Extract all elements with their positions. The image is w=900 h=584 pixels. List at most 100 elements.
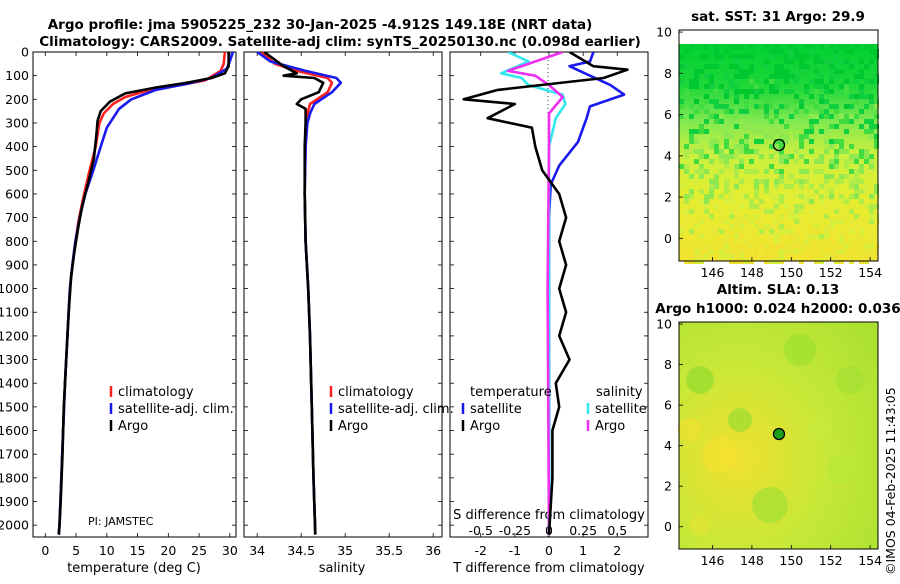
sst-pixel	[754, 139, 759, 144]
sst-pixel	[834, 159, 839, 164]
sst-pixel	[789, 249, 794, 254]
sst-pixel	[699, 254, 704, 259]
sst-pixel	[724, 159, 729, 164]
sst-pixel	[824, 194, 829, 199]
sst-pixel	[794, 99, 799, 104]
sst-pixel	[694, 74, 699, 79]
sst-pixel	[719, 229, 724, 234]
sst-pixel	[789, 209, 794, 214]
sst-pixel	[764, 209, 769, 214]
sst-pixel	[774, 114, 779, 119]
sst-map-title: sat. SST: 31 Argo: 29.9	[691, 9, 865, 25]
sst-pixel	[789, 54, 794, 59]
sst-pixel	[689, 84, 694, 89]
sst-pixel	[874, 184, 879, 189]
sst-pixel	[769, 49, 774, 54]
x-tick-label: 34	[249, 543, 265, 558]
x-tick-label: 2	[613, 543, 621, 558]
temp-line-satellite-adj-clim-	[57, 52, 235, 535]
sst-pixel	[819, 129, 824, 134]
sst-pixel	[784, 69, 789, 74]
sst-pixel	[864, 249, 869, 254]
sst-pixel	[734, 144, 739, 149]
sst-pixel	[829, 144, 834, 149]
depth-tick-label: 300	[5, 115, 29, 130]
sst-pixel	[704, 254, 709, 259]
sst-pixel	[764, 134, 769, 139]
sst-pixel	[809, 209, 814, 214]
sla-blob	[728, 408, 752, 432]
sst-pixel	[679, 64, 684, 69]
sst-pixel	[724, 179, 729, 184]
sst-pixel	[734, 94, 739, 99]
sst-pixel	[784, 249, 789, 254]
sst-pixel	[774, 139, 779, 144]
sst-pixel	[799, 184, 804, 189]
sst-pixel	[754, 254, 759, 259]
sst-pixel	[749, 244, 754, 249]
sst-map-frame	[678, 29, 879, 262]
sst-pixel	[739, 254, 744, 259]
sst-pixel	[699, 234, 704, 239]
sst-pixel	[779, 169, 784, 174]
sst-pixel	[724, 234, 729, 239]
depth-tick-label: 1600	[0, 423, 29, 438]
sst-pixel	[804, 44, 809, 49]
sst-pixel	[769, 154, 774, 159]
sst-pixel	[829, 224, 834, 229]
sst-pixel	[714, 119, 719, 124]
sst-pixel	[819, 249, 824, 254]
sst-pixel	[689, 114, 694, 119]
sst-pixel	[714, 114, 719, 119]
sst-pixel	[804, 244, 809, 249]
sst-pixel	[819, 94, 824, 99]
x-tick-label: 1	[579, 543, 587, 558]
sst-pixel	[704, 129, 709, 134]
sst-pixel	[824, 59, 829, 64]
sst-pixel	[704, 204, 709, 209]
sst-pixel	[834, 154, 839, 159]
sst-pixel	[874, 189, 879, 194]
sst-pixel	[814, 114, 819, 119]
sst-pixel	[829, 174, 834, 179]
sst-pixel	[814, 84, 819, 89]
sst-pixel	[799, 69, 804, 74]
sst-pixel	[854, 79, 859, 84]
sst-pixel	[809, 149, 814, 154]
sst-pixel	[774, 244, 779, 249]
sst-pixel	[789, 174, 794, 179]
sst-pixel	[839, 194, 844, 199]
sst-pixel	[764, 244, 769, 249]
sst-pixel	[774, 194, 779, 199]
sst-pixel	[869, 79, 874, 84]
sst-pixel	[834, 69, 839, 74]
sst-pixel	[804, 84, 809, 89]
sst-pixel	[759, 199, 764, 204]
legend-clim-label: climatology	[118, 385, 194, 400]
sst-pixel	[759, 209, 764, 214]
sst-pixel	[749, 219, 754, 224]
sst-pixel	[874, 54, 879, 59]
sst-pixel	[839, 114, 844, 119]
sst-pixel	[689, 129, 694, 134]
sst-pixel	[814, 229, 819, 234]
sst-pixel	[774, 124, 779, 129]
sst-pixel	[839, 44, 844, 49]
diff-legend-sargo-label: Argo	[595, 419, 625, 434]
x-tick-label: 35.5	[375, 543, 403, 558]
map-x-tick-label: 150	[779, 265, 803, 280]
sst-pixel	[739, 159, 744, 164]
depth-tick-label: 1500	[0, 399, 29, 414]
sst-pixel	[859, 109, 864, 114]
sst-pixel	[874, 79, 879, 84]
sst-pixel	[754, 194, 759, 199]
figure-title-line2: Climatology: CARS2009. Satellite-adj cli…	[39, 34, 641, 50]
sst-pixel	[869, 154, 874, 159]
sst-pixel	[869, 239, 874, 244]
sst-pixel	[869, 254, 874, 259]
sst-pixel	[709, 144, 714, 149]
sst-pixel	[779, 159, 784, 164]
sst-pixel	[694, 139, 699, 144]
sst-pixel	[819, 169, 824, 174]
sst-pixel	[854, 194, 859, 199]
